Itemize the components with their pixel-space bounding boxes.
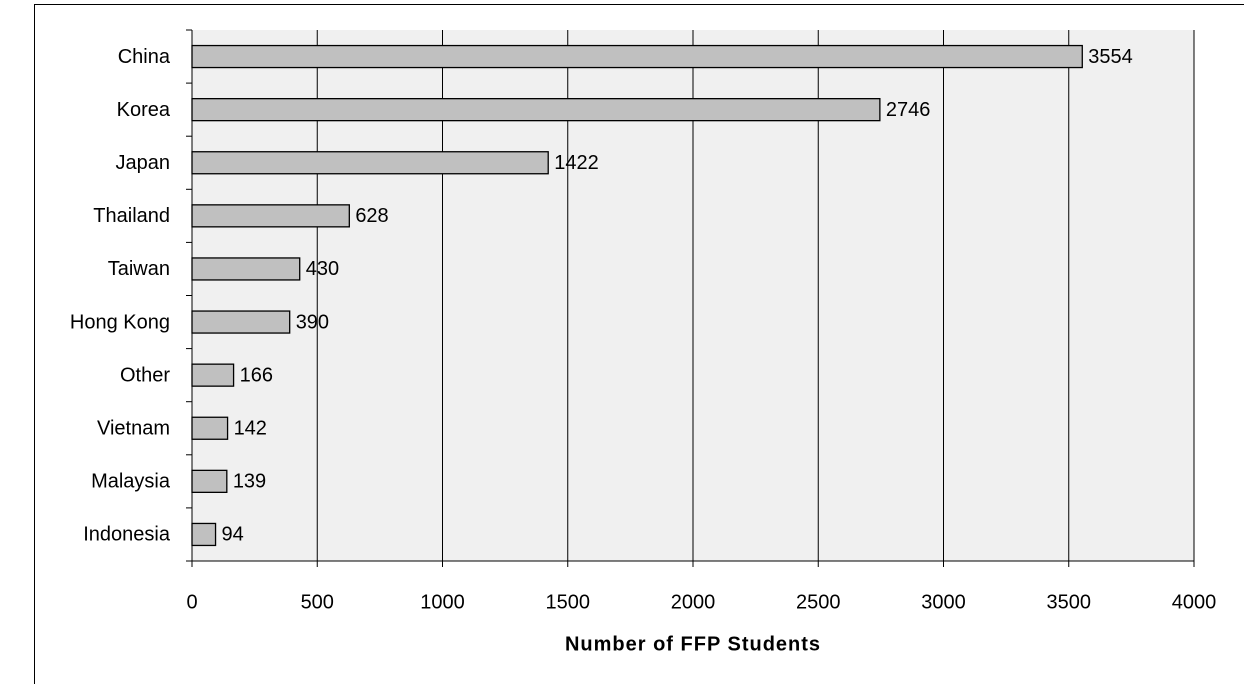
x-tick-label: 2000 bbox=[671, 591, 716, 613]
bar bbox=[192, 417, 228, 439]
data-label: 142 bbox=[234, 418, 267, 440]
x-tick-label: 3000 bbox=[921, 591, 966, 613]
bar bbox=[192, 258, 300, 280]
x-tick-label: 500 bbox=[301, 591, 334, 613]
data-label: 94 bbox=[222, 524, 244, 546]
y-tick-label: Indonesia bbox=[83, 524, 171, 546]
x-tick-label: 2500 bbox=[796, 591, 841, 613]
x-tick-label: 4000 bbox=[1172, 591, 1217, 613]
data-label: 3554 bbox=[1088, 46, 1133, 68]
bar bbox=[192, 364, 234, 386]
bar bbox=[192, 205, 349, 227]
bar bbox=[192, 99, 880, 121]
x-tick-label: 3500 bbox=[1047, 591, 1092, 613]
y-tick-label: China bbox=[118, 46, 171, 68]
data-label: 390 bbox=[296, 311, 329, 333]
data-label: 139 bbox=[233, 471, 266, 493]
data-label: 2746 bbox=[886, 99, 931, 121]
data-label: 628 bbox=[355, 205, 388, 227]
y-tick-label: Malaysia bbox=[91, 471, 171, 493]
x-tick-label: 1500 bbox=[546, 591, 591, 613]
data-label: 166 bbox=[240, 364, 273, 386]
bar bbox=[192, 46, 1082, 68]
y-tick-label: Hong Kong bbox=[70, 311, 170, 333]
y-tick-label: Korea bbox=[117, 99, 171, 121]
bar bbox=[192, 311, 290, 333]
y-tick-label: Thailand bbox=[93, 205, 170, 227]
x-axis-title: Number of FFP Students bbox=[565, 633, 821, 655]
y-tick-label: Other bbox=[120, 364, 170, 386]
bar bbox=[192, 470, 227, 492]
y-tick-label: Vietnam bbox=[97, 418, 170, 440]
data-label: 1422 bbox=[554, 152, 599, 174]
y-tick-label: Taiwan bbox=[108, 258, 170, 280]
x-tick-label: 0 bbox=[186, 591, 197, 613]
bar bbox=[192, 152, 548, 174]
bar bbox=[192, 523, 216, 545]
y-tick-label: Japan bbox=[116, 152, 171, 174]
data-label: 430 bbox=[306, 258, 339, 280]
x-tick-label: 1000 bbox=[420, 591, 465, 613]
